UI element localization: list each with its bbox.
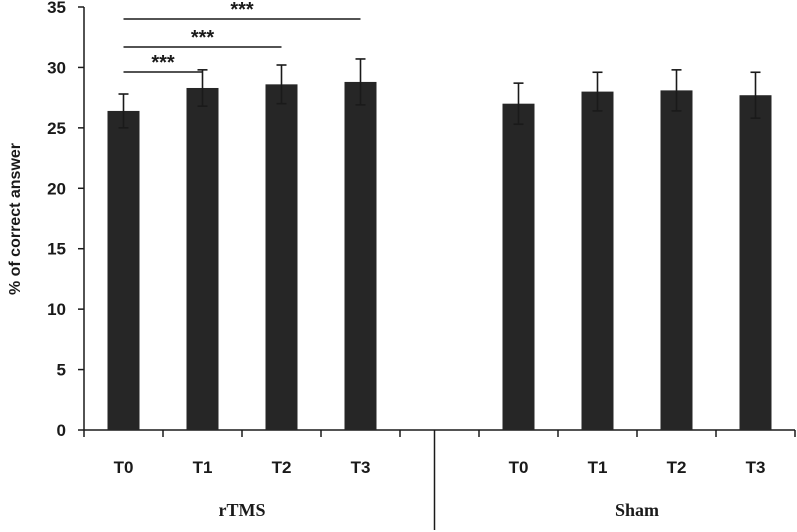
group-label-sham: Sham [615,500,659,520]
bar-rtms-t0 [107,110,140,431]
y-tick-label: 30 [47,58,66,77]
bars [107,58,772,431]
x-tick-label: T0 [509,458,529,477]
x-tick-label: T1 [193,458,213,477]
y-tick-label: 0 [57,421,66,440]
y-tick-label: 25 [47,119,66,138]
y-tick-label: 15 [47,240,66,259]
bar-rtms-t3 [344,81,377,430]
y-tick-label: 5 [57,361,66,380]
group-label-rtms: rTMS [219,500,266,520]
x-tick-label: T1 [588,458,608,477]
x-tick-label: T2 [272,458,292,477]
y-tick-label: 10 [47,300,66,319]
bar-sham-t1 [581,91,614,430]
x-tick-label: T2 [667,458,687,477]
x-tick-label: T0 [114,458,134,477]
x-tick-label: T3 [351,458,371,477]
significance-label: *** [230,0,254,21]
bar-sham-t3 [739,95,772,431]
bar-rtms-t2 [265,84,298,430]
y-tick-label: 35 [47,0,66,17]
significance-brackets: *** *** *** [123,0,361,74]
significance-label: *** [191,27,215,49]
labels: T0 T1 T2 T3 rTMS T0 T1 T2 T3 Sham [114,458,766,520]
bar-sham-t0 [502,103,535,430]
y-axis-label: % of correct answer [7,143,24,295]
significance-label: *** [151,52,175,74]
bar-rtms-t1 [186,87,219,430]
y-tick-label: 20 [47,179,66,198]
x-tick-label: T3 [746,458,766,477]
bar-sham-t2 [660,90,693,431]
